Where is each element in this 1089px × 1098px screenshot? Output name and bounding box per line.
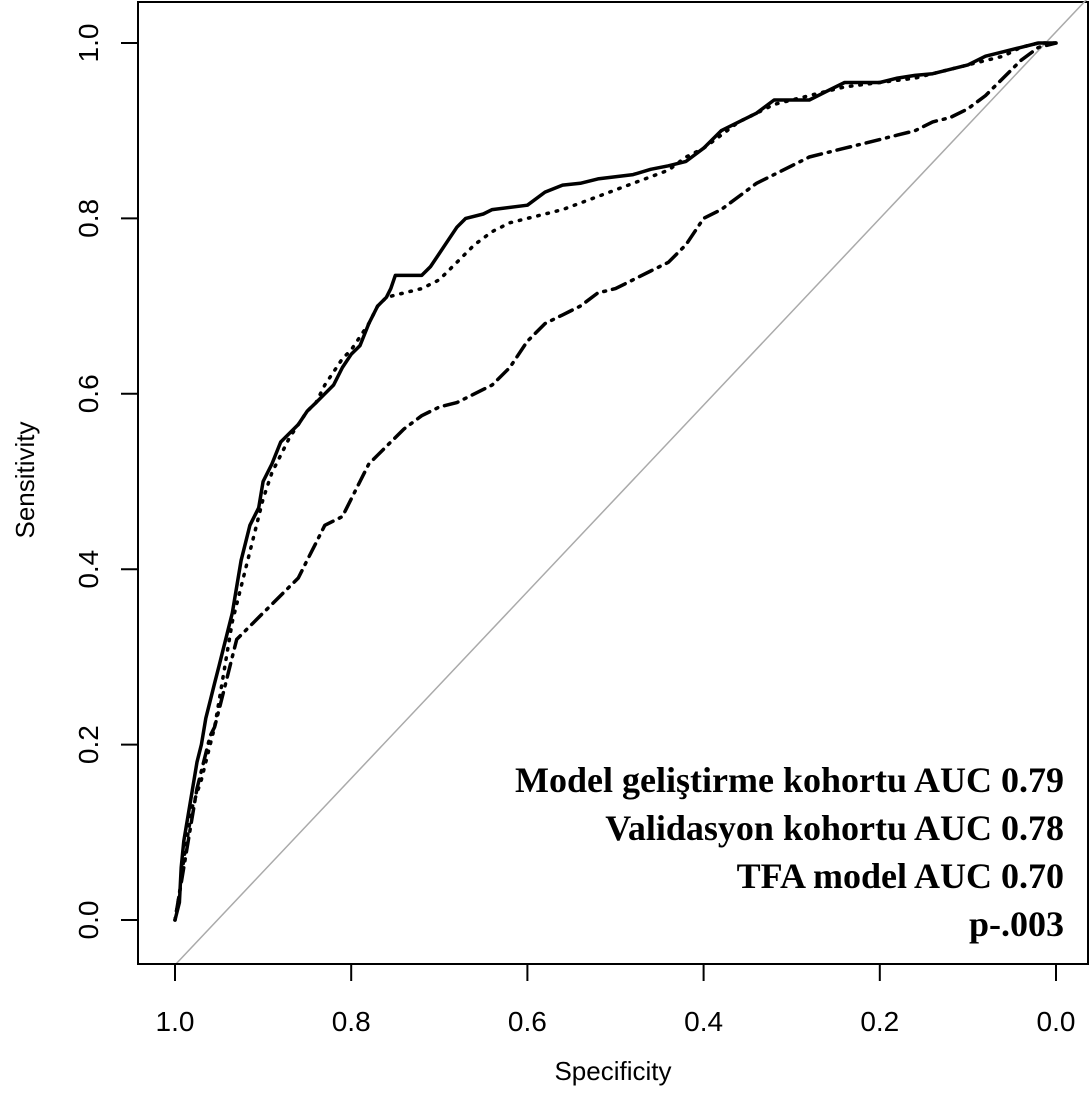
x-axis: 1.0 0.8 0.6 0.4 0.2 0.0 [156,963,1076,1037]
y-tick-label: 0.8 [73,199,104,238]
y-tick-label: 0.0 [73,901,104,940]
auc-annotation-validasyon: Validasyon kohortu AUC 0.78 [605,808,1064,848]
y-tick-label: 0.4 [73,550,104,589]
y-tick-label: 1.0 [73,24,104,63]
x-axis-label: Specificity [554,1056,671,1086]
x-tick-label: 1.0 [156,1006,195,1037]
x-tick-label: 0.4 [684,1006,723,1037]
y-tick-label: 0.2 [73,725,104,764]
x-tick-label: 0.0 [1037,1006,1076,1037]
y-tick-label: 0.6 [73,374,104,413]
p-value-annotation: p-.003 [969,904,1064,944]
y-axis: 0.0 0.2 0.4 0.6 0.8 1.0 [73,24,139,940]
x-tick-label: 0.6 [508,1006,547,1037]
x-tick-label: 0.8 [332,1006,371,1037]
y-axis-label: Sensitivity [10,421,40,538]
reference-diagonal-layer [174,0,1088,966]
auc-annotation-model-gelistirme: Model geliştirme kohortu AUC 0.79 [515,760,1064,800]
reference-diagonal-line [174,0,1088,966]
roc-series-line-dotdash [173,41,1058,922]
x-tick-label: 0.2 [860,1006,899,1037]
auc-annotation-tfa-model: TFA model AUC 0.70 [737,856,1064,896]
series-layer [173,41,1058,922]
roc-series-line-dotted [173,41,1058,922]
